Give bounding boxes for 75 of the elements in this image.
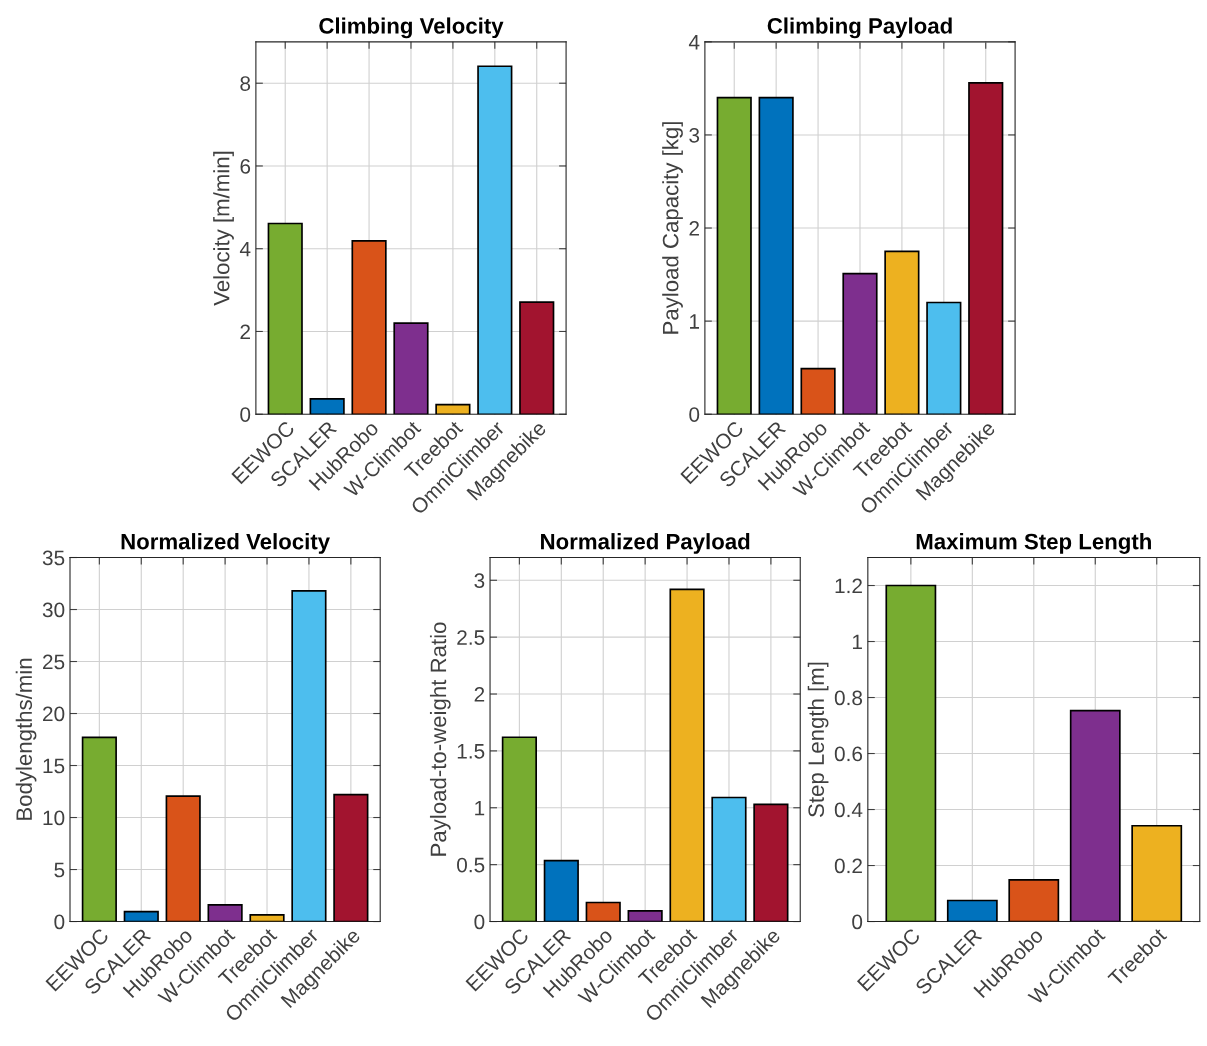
y-tick-label: 0.8: [834, 690, 863, 706]
y-tick-label: 5: [54, 862, 65, 878]
bar: [267, 222, 303, 415]
bar: [477, 65, 513, 415]
y-tick-label: 6: [240, 158, 251, 174]
y-tick-label: 3: [474, 573, 485, 589]
bar: [885, 584, 937, 922]
y-tick-label: 0: [852, 914, 863, 930]
y-tick-label: 2: [240, 324, 250, 340]
y-tick-label: 15: [43, 758, 65, 774]
y-tick-label: 2.5: [457, 630, 485, 645]
y-tick-label: 35: [42, 550, 65, 566]
bar: [884, 250, 920, 415]
bar: [1069, 709, 1121, 922]
y-tick-label: 0.2: [834, 858, 862, 874]
y-tick-label: 8: [240, 76, 251, 91]
y-tick-label: 0: [474, 914, 485, 930]
y-axis-title: Payload-to-weight Ratio: [429, 622, 451, 856]
bar: [543, 859, 579, 922]
bar: [123, 910, 159, 922]
y-tick-label: 1: [475, 800, 485, 816]
bar: [207, 904, 243, 922]
bar: [435, 403, 471, 415]
y-tick-label: 0: [689, 407, 700, 422]
chart-title: Climbing Velocity: [319, 17, 504, 39]
bar: [968, 81, 1004, 415]
y-tick-label: 0.5: [457, 857, 485, 873]
chart-title: Normalized Payload: [541, 533, 750, 554]
y-axis-title: Velocity [m/min]: [213, 151, 234, 306]
bar: [946, 899, 998, 922]
bar: [81, 736, 117, 922]
bar: [351, 240, 387, 415]
bar: [926, 301, 962, 415]
bar: [585, 901, 621, 922]
y-tick-label: 0.6: [834, 746, 863, 762]
y-tick-label: 30: [42, 602, 65, 618]
bar: [1131, 824, 1183, 922]
y-tick-label: 0: [240, 407, 251, 422]
bar: [249, 914, 285, 922]
bar: [501, 736, 537, 922]
y-tick-label: 1: [852, 634, 862, 650]
bar: [800, 367, 836, 415]
bar: [165, 795, 201, 922]
bar: [711, 796, 747, 922]
y-tick-label: 4: [239, 241, 251, 257]
bar: [716, 96, 752, 415]
y-tick-label: 2: [689, 221, 699, 236]
bar: [627, 909, 663, 922]
y-axis-title: Payload Capacity [kg]: [662, 122, 683, 334]
y-axis-title: Bodylengths/min: [15, 658, 37, 820]
y-tick-label: 2: [474, 687, 485, 702]
bar: [753, 803, 789, 922]
bar: [393, 322, 429, 415]
chart-title: Normalized Velocity: [121, 533, 330, 554]
bar: [333, 793, 369, 922]
y-tick-label: 1.2: [835, 578, 862, 594]
y-tick-label: 20: [43, 706, 65, 722]
y-tick-label: 25: [43, 654, 65, 670]
bar: [309, 398, 345, 415]
bar: [669, 588, 705, 922]
bar: [842, 272, 878, 415]
y-axis-title: Step Length [m]: [807, 662, 829, 817]
y-tick-label: 1: [690, 314, 700, 329]
y-tick-label: 0: [54, 914, 65, 930]
bar: [1008, 878, 1060, 922]
y-tick-label: 3: [689, 127, 700, 143]
bar: [291, 589, 327, 922]
bar: [519, 301, 555, 415]
y-tick-label: 0.4: [834, 802, 863, 818]
y-tick-label: 10: [43, 810, 65, 826]
chart-title: Maximum Step Length: [916, 533, 1151, 554]
chart-title: Climbing Payload: [767, 17, 952, 39]
y-tick-label: 1.5: [457, 744, 485, 759]
y-tick-label: 4: [688, 35, 700, 50]
bar: [758, 96, 794, 415]
